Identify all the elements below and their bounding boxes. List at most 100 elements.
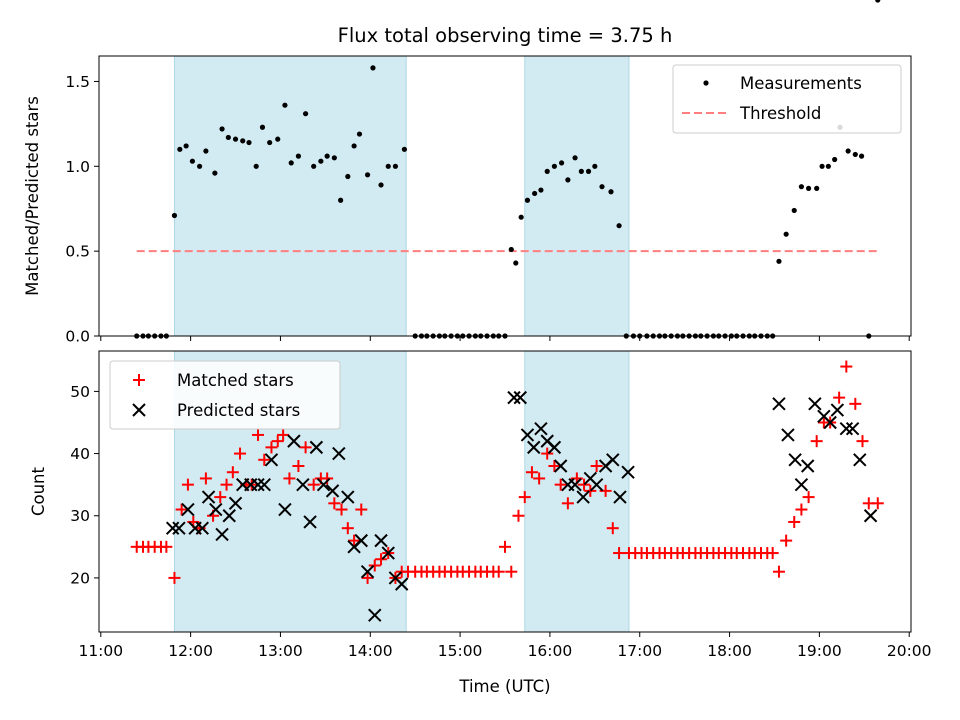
predicted-star-point <box>553 459 568 473</box>
measurement-point <box>392 163 399 169</box>
measurement-point <box>532 190 538 197</box>
measurement-point <box>259 124 266 130</box>
measurement-point <box>311 163 317 169</box>
predicted-star-point <box>278 502 292 517</box>
measurement-point <box>324 153 330 159</box>
x-tick-label: 12:00 <box>168 642 213 660</box>
matched-star-point <box>181 478 194 491</box>
measurement-point <box>203 148 209 154</box>
matched-star-point <box>525 466 538 479</box>
matched-star-point <box>168 571 181 584</box>
predicted-star-point <box>534 422 548 436</box>
matched-star-point <box>355 503 368 516</box>
measurement-point <box>592 163 598 169</box>
bottom-legend: Matched stars Predicted stars <box>109 360 341 430</box>
y-tick-label: 0.0 <box>65 328 90 346</box>
matched-star-point <box>512 509 525 522</box>
matched-star-point <box>361 571 374 584</box>
matched-star-point <box>265 441 278 454</box>
measurement-point <box>518 214 524 220</box>
measurement-point <box>832 156 838 163</box>
matched-star-point <box>335 503 348 516</box>
measurement-point <box>364 172 371 178</box>
predicted-star-point <box>251 477 265 492</box>
x-tick-label: 16:00 <box>528 642 573 660</box>
x-tick-label: 15:00 <box>438 642 483 660</box>
matched-star-point <box>292 460 305 473</box>
predicted-star-point <box>507 390 521 405</box>
predicted-star-point <box>264 453 279 467</box>
matched-star-point <box>283 472 296 485</box>
predicted-star-point <box>209 502 223 517</box>
matched-star-point <box>258 453 271 466</box>
predicted-star-point <box>309 440 324 455</box>
matched-star-point <box>561 497 574 510</box>
measurement-point <box>171 212 178 219</box>
matched-star-point <box>849 397 862 410</box>
top-observing-windows <box>173 55 630 337</box>
matched-star-point <box>234 447 247 460</box>
measurement-point <box>858 153 865 159</box>
x-tick-label: 14:00 <box>348 642 393 660</box>
predicted-star-point <box>621 465 635 479</box>
predicted-star-point <box>165 521 180 535</box>
y-tick-label: 50 <box>70 383 90 401</box>
measurement-point <box>508 246 514 253</box>
matched-star-point <box>788 515 801 528</box>
x-axis-label: Time (UTC) <box>458 677 550 696</box>
y-tick-label: 1.0 <box>65 158 90 176</box>
predicted-star-point <box>781 428 795 442</box>
measurement-point <box>282 102 288 108</box>
measurement-point <box>875 0 881 3</box>
matched-star-point <box>214 491 227 504</box>
measurement-point <box>798 184 805 190</box>
measurement-point <box>819 163 825 169</box>
predicted-star-point <box>788 453 802 467</box>
predicted-star-point <box>863 509 878 523</box>
measurement-point <box>183 143 189 149</box>
measurement-point <box>246 139 252 146</box>
predicted-star-point <box>772 397 786 411</box>
legend-predicted-label: Predicted stars <box>177 401 300 420</box>
matched-star-point <box>328 497 341 510</box>
x-tick-label: 11:00 <box>78 642 123 660</box>
top-axes-frame <box>98 55 912 337</box>
count-series <box>130 360 884 622</box>
x-tick-label: 20:00 <box>887 642 932 660</box>
matched-star-point <box>541 447 554 460</box>
x-tick-label: 18:00 <box>707 642 752 660</box>
predicted-star-point <box>332 446 346 461</box>
matched-star-point <box>856 435 869 448</box>
x-tick-label: 13:00 <box>258 642 303 660</box>
matched-star-point <box>578 478 591 491</box>
matched-star-point <box>368 559 381 572</box>
predicted-star-point <box>360 564 375 579</box>
predicted-star-point <box>394 577 409 591</box>
measurement-point <box>599 184 605 190</box>
top-y-axis-label: Matched/Predicted stars <box>23 96 42 296</box>
matched-star-point <box>766 547 779 560</box>
predicted-star-point <box>215 527 229 542</box>
predicted-star-point <box>808 397 822 411</box>
measurement-point <box>565 177 571 183</box>
measurement-point <box>338 197 344 203</box>
matched-star-point <box>499 540 511 553</box>
chart-title: Flux total observing time = 3.75 h <box>338 24 673 47</box>
measurement-point <box>385 163 391 169</box>
measurement-point <box>253 163 259 169</box>
predicted-star-point <box>823 415 837 430</box>
measurement-point <box>197 163 203 169</box>
bottom-plot-panel: 11:00 12:00 13:00 14:00 15:00 16:00 17:00 18:00… <box>29 350 932 696</box>
measurement-point <box>845 148 851 154</box>
predicted-star-point <box>381 546 395 560</box>
predicted-star-point <box>303 515 317 529</box>
matched-star-point <box>795 503 808 516</box>
measurement-point <box>783 231 789 237</box>
matched-star-point <box>341 522 354 535</box>
measurement-point <box>608 189 614 195</box>
matched-star-point <box>780 534 793 547</box>
matched-star-point <box>307 478 320 491</box>
top-plot-panel: 0.0 0.5 1.0 1.5 Matched/Predicted stars Mea… <box>23 0 912 346</box>
predicted-star-point <box>316 477 331 492</box>
